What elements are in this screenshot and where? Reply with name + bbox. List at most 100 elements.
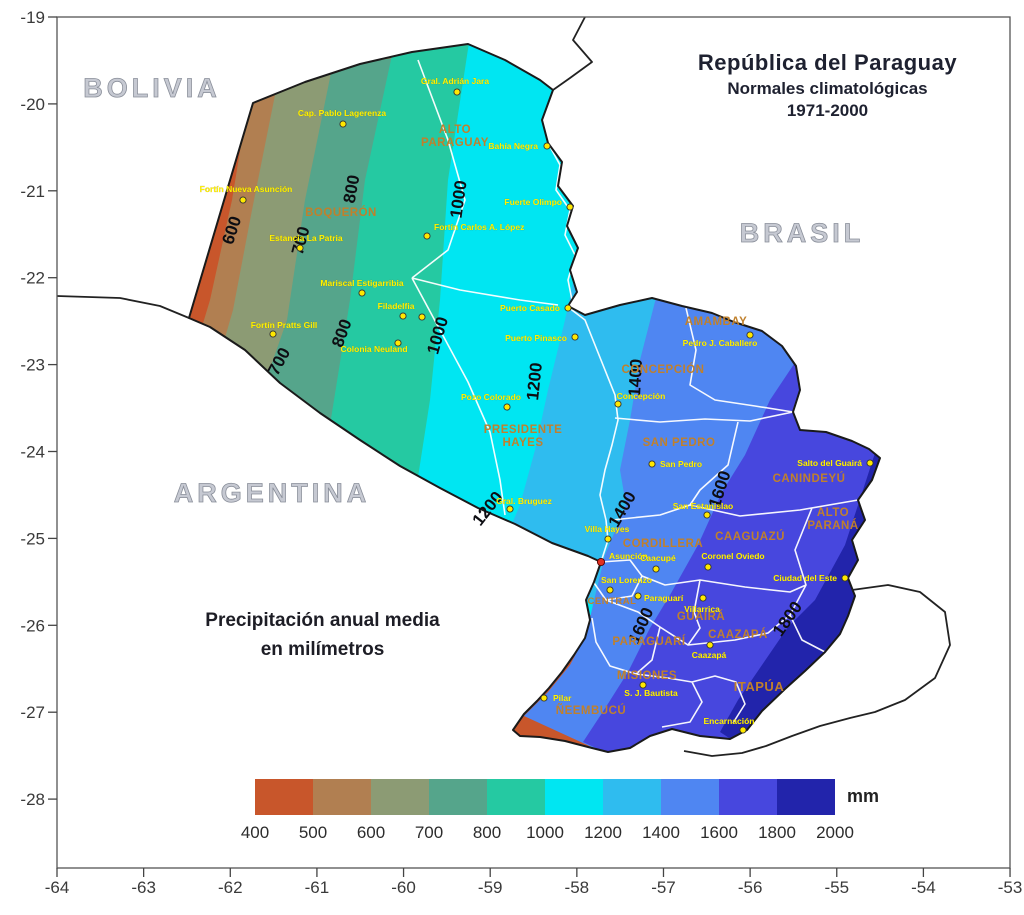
x-tick-label: -64 [45,878,70,897]
x-tick-label: -61 [305,878,330,897]
contour-label: 1200 [523,362,546,402]
city-marker: S. J. Bautista [624,681,678,698]
city-dot [423,232,431,240]
city-dot [739,726,747,734]
legend-swatch [487,779,545,815]
axes: -64 -63 -62 -61 -60 -59 -58 -57 -56 -55 -54 -53 -19 -… [20,8,1022,897]
city-dot [746,331,754,339]
city-marker: San Lorenzo [601,575,652,594]
city-dot [399,312,407,320]
y-tick-label: -20 [20,95,45,114]
department-label: SAN PEDRO [643,437,716,449]
department-label: PARAGUARÍ [612,635,686,648]
y-tick-label: -27 [20,703,45,722]
legend-tick-label: 1000 [526,823,564,842]
department-label: ALTO [439,124,471,136]
legend-swatch [603,779,661,815]
city-label: Encarnación [703,716,754,726]
city-dot [703,511,711,519]
city-label: Pozo Colorado [461,392,521,402]
department-label: ÑEEMBUCÚ [556,704,626,717]
x-tick-label: -57 [651,878,676,897]
department-label: ALTO [817,507,849,519]
city-label: Bahía Negra [488,141,538,151]
legend-swatch [255,779,313,815]
city-marker: Villarrica [684,594,720,614]
legend-tick-label: 500 [298,823,328,842]
legend-swatch [429,779,487,815]
map-period: 1971-2000 [786,101,869,120]
city-label: Gral. Adrián Jara [421,76,489,86]
contour-label: 800 [340,173,364,204]
city-label: Asunción [609,551,648,561]
y-tick-label: -28 [20,790,45,809]
x-tick-label: -55 [824,878,849,897]
city-dot [571,333,579,341]
department-label: ITAPÚA [734,679,785,694]
city-dot [699,594,707,602]
city-label: Salto del Guairá [797,458,862,468]
band-above-1600 [583,44,880,752]
city-dot [704,563,712,571]
legend-swatch [661,779,719,815]
city-dot [543,142,551,150]
city-label: Villa Hayes [585,524,630,534]
x-tick-label: -58 [565,878,590,897]
city-label: Concepción [617,391,666,401]
legend-swatch [719,779,777,815]
department-boundaries [411,59,859,728]
y-tick-label: -24 [20,443,45,462]
city-label: Villarrica [684,604,720,614]
x-tick-label: -53 [998,878,1023,897]
department-label: HAYES [502,437,543,449]
department-label: CORDILLERA [623,538,703,550]
city-marker: Filadelfia [377,301,426,321]
department-label: PARAGUAY [421,137,489,149]
city-marker: Coronel Oviedo [701,551,765,571]
city-label: Cap. Pablo Lagerenza [298,108,387,118]
city-dot [606,586,614,594]
city-marker: Pedro J. Caballero [683,331,758,348]
city-marker: Estancia La Patria [269,233,343,252]
city-label: Fuerte Olimpo [504,197,562,207]
country-label: BRASIL [740,218,865,248]
annotation-line1: Precipitación anual media [205,610,440,631]
legend-swatch [371,779,429,815]
city-label: San Lorenzo [601,575,652,585]
capital-dot [596,557,606,567]
city-marker: Fortín Pratts Gill [251,320,317,338]
city-label: Ciudad del Este [773,573,837,583]
department-label: AMAMBAY [685,316,748,328]
city-dot [566,203,574,211]
y-tick-label: -21 [20,182,45,201]
y-tick-label: -22 [20,269,45,288]
department-label: CENTRAL [588,596,637,607]
city-label: Puerto Pinasco [505,333,567,343]
city-marker: Cap. Pablo Lagerenza [298,108,387,128]
city-label: Coronel Oviedo [701,551,764,561]
city-marker: Encarnación [703,716,755,734]
city-marker: Caazapá [692,641,727,660]
city-dot [706,641,714,649]
legend-swatch [545,779,603,815]
city-marker: San Pedro [648,459,702,469]
department-label: GUAIRÁ [677,610,725,623]
legend-tick-label: 1600 [700,823,738,842]
country-label: ARGENTINA [174,478,371,508]
legend-tick-label: 1400 [642,823,680,842]
city-dot [394,339,402,347]
city-marker: Bahía Negra [488,141,551,151]
city-dot [639,681,647,689]
city-marker: Concepción [614,391,666,408]
city-dot [339,120,347,128]
y-tick-label: -19 [20,8,45,27]
department-label: PRESIDENTE [484,424,563,436]
department-label: PARANÁ [807,519,858,532]
city-label: Pedro J. Caballero [683,338,758,348]
city-marker: Salto del Guairá [797,458,874,468]
city-marker: Mariscal Estigarribia [320,278,404,297]
city-dot [604,535,612,543]
city-marker: Pozo Colorado [461,392,521,411]
